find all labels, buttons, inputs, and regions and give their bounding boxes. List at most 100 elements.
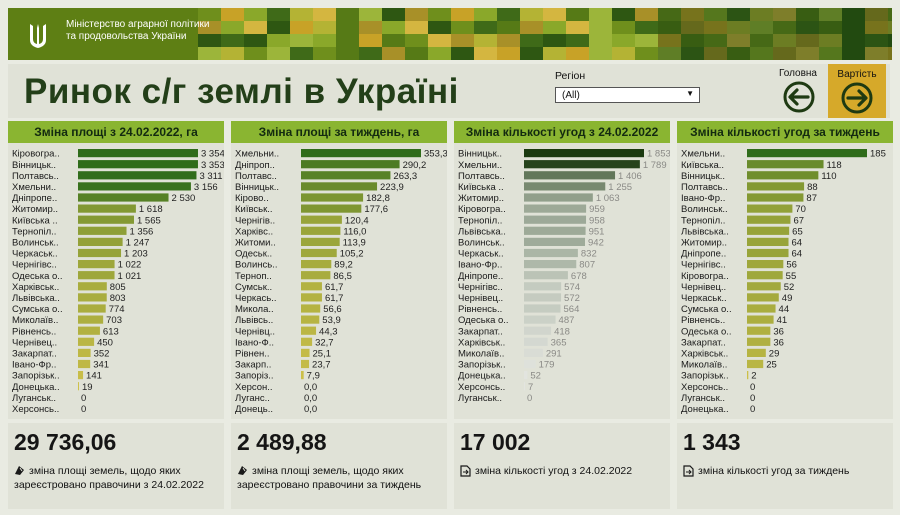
bar[interactable] (747, 149, 867, 158)
bar[interactable] (524, 271, 568, 280)
bar[interactable] (301, 271, 331, 280)
bar[interactable] (747, 348, 766, 357)
bar[interactable] (524, 282, 562, 291)
bar[interactable] (301, 248, 337, 258)
bar[interactable] (78, 226, 127, 235)
bar[interactable] (747, 193, 804, 202)
bar[interactable] (78, 171, 197, 180)
bar[interactable] (747, 293, 779, 302)
bar[interactable] (78, 371, 84, 380)
bar[interactable] (301, 315, 320, 324)
bar[interactable] (524, 149, 644, 158)
bar[interactable] (524, 204, 587, 213)
bar[interactable] (524, 326, 552, 335)
bar[interactable] (524, 237, 586, 246)
bar[interactable] (524, 304, 561, 313)
bar[interactable] (301, 348, 310, 357)
home-button[interactable] (781, 81, 817, 113)
bar[interactable] (78, 326, 100, 335)
data-label: 291 (546, 349, 562, 360)
bar[interactable] (747, 326, 771, 335)
bar[interactable] (78, 215, 134, 224)
bar[interactable] (747, 160, 824, 169)
bar[interactable] (78, 359, 91, 369)
bar[interactable] (78, 282, 107, 291)
bar[interactable] (78, 260, 115, 269)
bar[interactable] (78, 304, 106, 313)
bar[interactable] (78, 204, 136, 213)
bar[interactable] (78, 160, 198, 169)
bar[interactable] (78, 337, 95, 346)
bar[interactable] (747, 237, 789, 246)
bar[interactable] (747, 182, 805, 191)
bar[interactable] (301, 337, 313, 346)
bar[interactable] (301, 293, 322, 302)
banner-tile (796, 21, 819, 34)
bar[interactable] (747, 315, 774, 324)
bar[interactable] (524, 160, 640, 169)
bar[interactable] (524, 226, 586, 235)
bar[interactable] (301, 260, 332, 269)
bar[interactable] (747, 282, 781, 291)
banner-tile (244, 34, 267, 47)
bar[interactable] (78, 182, 191, 191)
bar[interactable] (524, 260, 577, 269)
bar[interactable] (524, 315, 556, 324)
value-nav-button[interactable]: Вартість (828, 64, 886, 118)
bar[interactable] (524, 371, 528, 380)
bar[interactable] (78, 149, 198, 158)
bar[interactable] (524, 171, 616, 180)
bar[interactable] (301, 326, 317, 335)
bar[interactable] (524, 382, 525, 391)
bar[interactable] (78, 271, 115, 280)
bar[interactable] (78, 348, 91, 357)
category-label: Херсонсь.. (681, 382, 728, 393)
bar[interactable] (78, 237, 123, 246)
bar[interactable] (747, 215, 791, 224)
bar[interactable] (301, 215, 342, 224)
bar[interactable] (747, 226, 790, 235)
bar[interactable] (301, 204, 362, 213)
banner-tile (566, 21, 589, 34)
bar[interactable] (747, 271, 783, 280)
bar[interactable] (747, 371, 749, 380)
bar[interactable] (301, 226, 341, 235)
bar[interactable] (78, 315, 104, 324)
bar[interactable] (301, 304, 321, 313)
bar[interactable] (747, 204, 793, 213)
bar[interactable] (524, 359, 536, 369)
banner-tile (244, 8, 267, 21)
banner-tile (888, 47, 892, 60)
bar[interactable] (301, 182, 378, 191)
bar[interactable] (78, 293, 107, 302)
bar[interactable] (747, 304, 776, 313)
banner-tile (405, 8, 428, 21)
bar[interactable] (524, 193, 593, 202)
bar[interactable] (524, 348, 543, 357)
bar[interactable] (301, 282, 322, 291)
bar[interactable] (524, 293, 562, 302)
bar[interactable] (78, 193, 169, 202)
bar[interactable] (524, 248, 578, 258)
banner-tile (520, 47, 543, 60)
bar[interactable] (301, 149, 421, 158)
bar[interactable] (301, 160, 400, 169)
bar[interactable] (747, 248, 789, 258)
bar[interactable] (301, 237, 340, 246)
bar[interactable] (78, 248, 122, 258)
region-filter-select[interactable]: (All) ▼ (555, 87, 700, 103)
bar[interactable] (747, 171, 819, 180)
bar-chart-deals-week: Хмельни.. 185 Київська.. 118 Вінницьк.. 110 По… (681, 149, 886, 415)
bar[interactable] (301, 359, 310, 369)
bar[interactable] (524, 215, 587, 224)
banner-tile (244, 21, 267, 34)
bar[interactable] (301, 171, 391, 180)
bar[interactable] (301, 371, 304, 380)
bar[interactable] (747, 359, 764, 369)
bar[interactable] (747, 260, 784, 269)
bar[interactable] (78, 382, 79, 391)
bar[interactable] (524, 337, 548, 346)
bar[interactable] (301, 193, 364, 202)
bar[interactable] (747, 337, 771, 346)
bar[interactable] (524, 182, 606, 191)
